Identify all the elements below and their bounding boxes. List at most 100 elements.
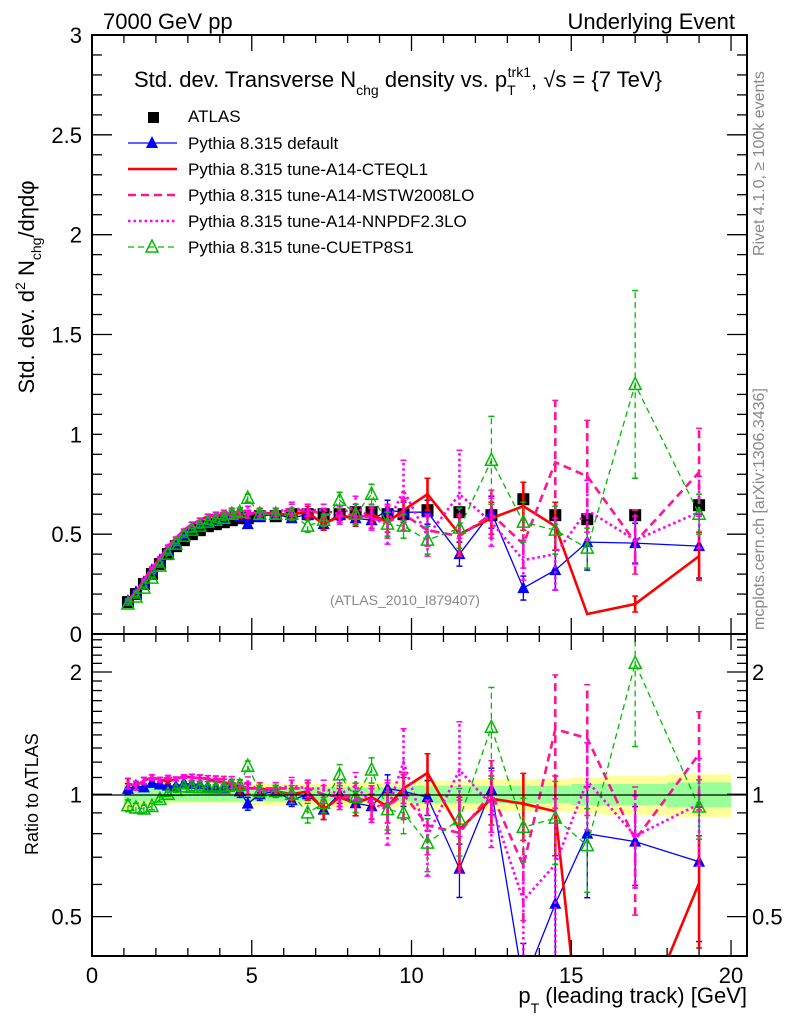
triangle-marker <box>396 517 411 532</box>
triangle-marker <box>192 778 208 794</box>
side-label-rivet: Rivet 4.1.0, ≥ 100k events <box>751 71 768 256</box>
triangle-marker <box>332 491 347 506</box>
triangle-marker <box>364 761 379 776</box>
triangle-marker <box>232 503 247 518</box>
x-tick-label: 20 <box>719 963 743 988</box>
triangle-marker <box>316 794 331 810</box>
triangle-marker <box>484 451 499 467</box>
triangle-marker <box>144 238 160 253</box>
triangle-marker <box>364 485 379 500</box>
x-tick-label: 5 <box>246 963 258 988</box>
triangle-marker <box>517 581 530 594</box>
triangle-marker <box>252 782 267 798</box>
triangle-marker <box>452 519 467 534</box>
triangle-marker <box>232 776 247 792</box>
series-line-3 <box>127 487 700 601</box>
triangle-marker <box>200 779 216 794</box>
legend-label: Pythia 8.315 tune-A14-MSTW2008LO <box>188 186 474 205</box>
legend-label: ATLAS <box>188 107 241 126</box>
triangle-marker <box>168 535 184 550</box>
triangle-marker <box>629 834 642 847</box>
triangle-marker <box>420 834 435 849</box>
y-tick-label: 1 <box>70 422 82 447</box>
ratio-line-4 <box>127 661 700 847</box>
main-plot-series <box>120 289 707 616</box>
triangle-marker <box>548 809 563 824</box>
triangle-marker <box>252 505 267 520</box>
triangle-marker <box>136 579 152 594</box>
triangle-marker <box>516 818 531 834</box>
triangle-marker <box>348 788 363 803</box>
y-tick-label: 0 <box>70 622 82 647</box>
triangle-marker <box>241 517 254 530</box>
legend: ATLAS Pythia 8.315 default Pythia 8.315 tu… <box>128 107 474 257</box>
triangle-marker <box>691 798 707 813</box>
triangle-marker <box>332 766 347 781</box>
y-tick-label: 1.5 <box>51 323 82 348</box>
legend-label: Pythia 8.315 tune-A14-CTEQL1 <box>188 160 428 179</box>
triangle-marker <box>128 588 144 603</box>
legend-label: Pythia 8.315 tune-A14-NNPDF2.3LO <box>188 212 467 231</box>
x-tick-label: 10 <box>399 963 423 988</box>
ratio-line-2 <box>127 727 701 870</box>
triangle-marker <box>120 595 136 610</box>
ratio-y-tick-label: 2 <box>70 660 82 685</box>
triangle-marker <box>348 505 363 520</box>
triangle-marker <box>144 797 160 813</box>
triangle-marker <box>580 539 595 554</box>
triangle-marker <box>241 796 254 809</box>
triangle-marker <box>691 505 707 520</box>
triangle-marker <box>152 557 168 572</box>
series-line-4 <box>127 382 700 605</box>
y-axis-label: Std. dev. d2 Nchg/dηdφ <box>12 180 44 393</box>
triangle-marker <box>420 531 435 546</box>
ratio-y-axis-label: Ratio to ATLAS <box>22 733 42 855</box>
triangle-marker <box>300 517 315 532</box>
y-tick-label: 2.5 <box>51 123 82 148</box>
header-right: Underlying Event <box>567 9 735 34</box>
triangle-marker <box>380 800 395 816</box>
x-axis-label: pT (leading track) [GeV] <box>518 983 747 1016</box>
y-tick-label: 0.5 <box>51 522 82 547</box>
ratio-y-tick-label: 1 <box>70 782 82 807</box>
y-tick-label: 2 <box>70 223 82 248</box>
x-tick-label: 0 <box>86 963 98 988</box>
triangle-marker <box>160 545 176 560</box>
triangle-marker <box>580 836 595 852</box>
triangle-marker <box>268 782 283 798</box>
triangle-marker <box>516 513 531 528</box>
analysis-watermark: (ATLAS_2010_I879407) <box>330 592 480 608</box>
triangle-marker <box>452 810 467 825</box>
triangle-marker <box>240 757 255 772</box>
ratio-y-tick-label: 1 <box>752 782 764 807</box>
triangle-marker <box>549 563 562 576</box>
triangle-marker <box>128 799 144 814</box>
axes: 0 5 10 15 20 0 0.5 1 1.5 2 2.5 3 0.5 0.5 1 1 2 2 <box>51 23 782 988</box>
triangle-marker <box>120 797 136 812</box>
triangle-marker <box>137 780 150 793</box>
triangle-marker <box>316 511 331 526</box>
triangle-marker <box>144 569 160 584</box>
triangle-marker <box>300 804 315 819</box>
triangle-marker <box>161 778 174 791</box>
legend-label: Pythia 8.315 default <box>188 134 339 153</box>
triangle-marker <box>268 505 283 520</box>
triangle-marker <box>396 804 411 819</box>
legend-marker-atlas <box>148 112 159 123</box>
chart-title: Std. dev. Transverse Nchg density vs. pT… <box>134 64 662 98</box>
triangle-marker <box>208 511 224 526</box>
triangle-marker <box>548 521 563 536</box>
side-label-mcplots: mcplots.cern.ch [arXiv:1306.3436] <box>751 388 768 630</box>
ratio-y-tick-label: 2 <box>752 660 764 685</box>
triangle-marker <box>240 489 255 504</box>
ratio-plot-series <box>120 634 707 956</box>
triangle-marker <box>145 775 158 788</box>
triangle-marker <box>484 718 499 733</box>
triangle-marker <box>380 515 395 530</box>
triangle-marker <box>421 790 434 803</box>
header-left: 7000 GeV pp <box>103 9 233 34</box>
triangle-marker <box>208 779 224 794</box>
triangle-marker <box>153 777 166 790</box>
ratio-line-0 <box>127 782 700 956</box>
triangle-marker <box>184 778 200 794</box>
